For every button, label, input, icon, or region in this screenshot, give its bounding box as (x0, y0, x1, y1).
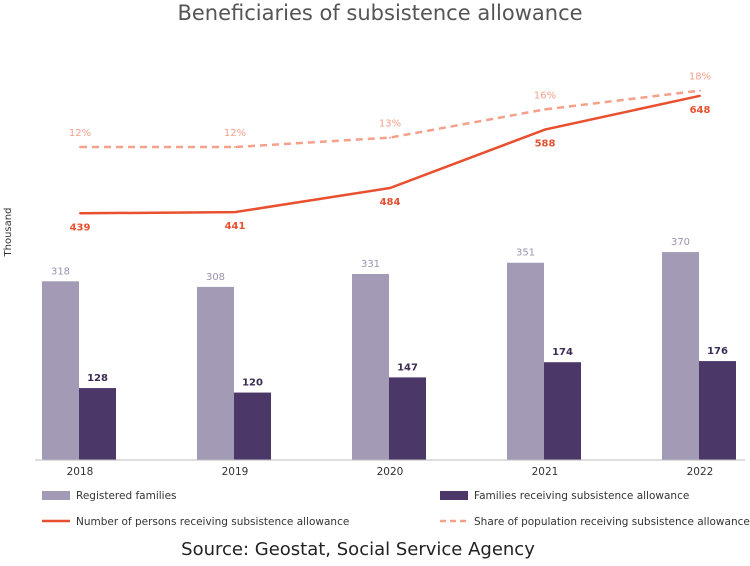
point-share-population (699, 89, 701, 92)
line-label: 588 (535, 139, 556, 150)
bar-label: 120 (242, 378, 263, 389)
point-persons-receiving (544, 128, 546, 131)
point-persons-receiving (79, 212, 81, 215)
source-note: Source: Geostat, Social Service Agency (181, 539, 535, 560)
x-tick-label: 2021 (532, 466, 559, 478)
point-persons-receiving (234, 211, 236, 214)
line-label: 12% (224, 128, 246, 139)
line-label: 12% (69, 128, 91, 139)
bar-label: 318 (51, 266, 70, 277)
legend-swatch (42, 491, 70, 500)
bar-label: 176 (707, 346, 728, 357)
x-tick-label: 2018 (67, 466, 94, 478)
legend: Registered families Families receiving s… (42, 490, 750, 528)
line-label: 439 (70, 222, 91, 233)
line-label: 18% (689, 72, 711, 83)
x-tick-label: 2019 (222, 466, 249, 478)
line-label: 484 (380, 197, 401, 208)
line-label: 648 (690, 105, 711, 116)
line-label: 441 (225, 221, 246, 232)
bar-families-receiving (79, 388, 116, 460)
bar-registered-families (352, 273, 389, 460)
line-label: 16% (534, 90, 556, 101)
x-tick-label: 2020 (377, 466, 404, 478)
line-persons-receiving (79, 94, 701, 215)
bar-label: 128 (87, 373, 108, 384)
chart-title: Beneficiaries of subsistence allowance (177, 1, 582, 25)
point-persons-receiving (389, 186, 391, 189)
line-share-population (80, 89, 701, 149)
bar-registered-families (42, 281, 79, 460)
bar-label: 370 (671, 237, 690, 248)
bar-families-receiving (234, 392, 271, 460)
bar-families-receiving (544, 362, 581, 460)
point-share-population (79, 146, 81, 148)
y-axis-label: Thousand (3, 208, 14, 258)
legend-item-registered-families[interactable]: Registered families (42, 490, 177, 502)
bar-registered-families (662, 252, 699, 460)
bar-label: 351 (516, 248, 535, 259)
point-share-population (234, 146, 236, 148)
line-label: 13% (379, 119, 401, 130)
bar-label: 147 (397, 362, 418, 373)
legend-label: Families receiving subsistence allowance (474, 490, 689, 502)
legend-label: Registered families (76, 490, 177, 502)
point-persons-receiving (699, 94, 701, 97)
legend-swatch (440, 491, 468, 500)
point-share-population (389, 136, 391, 139)
bar-registered-families (507, 262, 544, 460)
x-tick-label: 2022 (687, 466, 714, 478)
bar-families-receiving (389, 377, 426, 460)
bar-label: 331 (361, 259, 380, 270)
point-share-population (544, 108, 546, 111)
bar-registered-families (197, 286, 234, 460)
legend-item-families-receiving[interactable]: Families receiving subsistence allowance (440, 490, 689, 502)
legend-label: Share of population receiving subsistenc… (474, 516, 750, 528)
bar-label: 174 (552, 347, 573, 358)
legend-item-share-population[interactable]: Share of population receiving subsistenc… (440, 516, 750, 528)
bar-families-receiving (699, 361, 736, 460)
legend-item-persons-receiving[interactable]: Number of persons receiving subsistence … (42, 516, 349, 528)
bar-label: 308 (206, 272, 225, 283)
legend-label: Number of persons receiving subsistence … (76, 516, 349, 528)
